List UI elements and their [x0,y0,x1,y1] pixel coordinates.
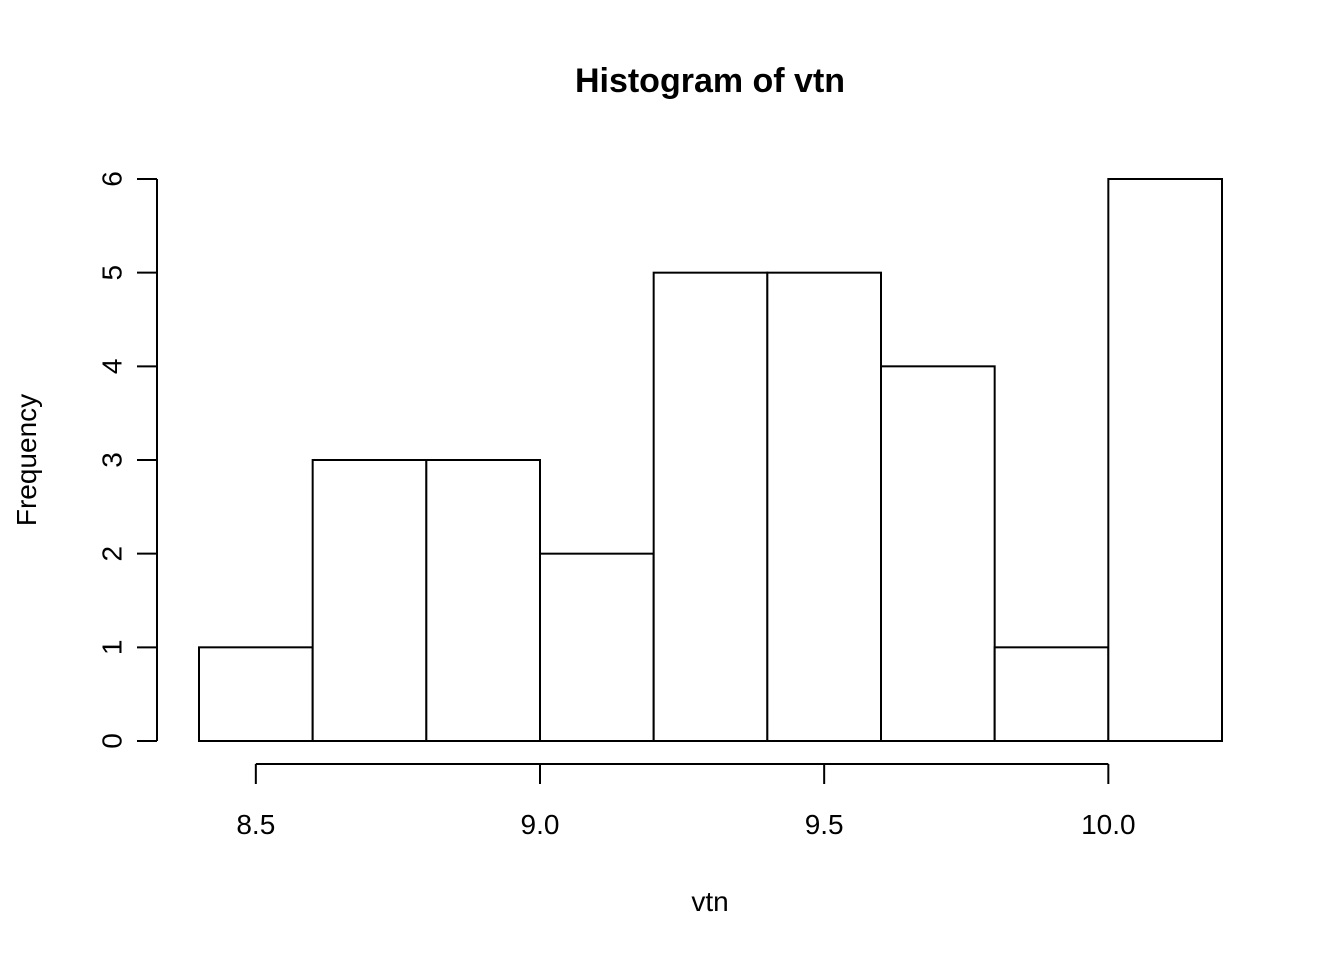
histogram-bar [425,459,542,742]
y-axis: 0 1 2 3 4 5 6 [97,171,158,749]
y-tick-label: 5 [97,265,128,281]
histogram-bar [652,271,769,742]
y-tick-label: 0 [97,733,128,749]
x-tick-label: 9.5 [805,809,844,840]
histogram-bar [539,552,655,743]
x-tick-label: 8.5 [236,809,275,840]
histogram-bar [311,459,428,742]
histogram-bar [1107,178,1224,742]
y-axis-label: Frequency [11,394,42,526]
histogram-bar [198,646,314,742]
histogram-bar [993,646,1110,742]
chart-title: Histogram of vtn [575,62,845,100]
histogram-bar [880,365,996,742]
x-axis: 8.5 9.0 9.5 10.0 [236,763,1136,840]
y-tick-label: 4 [97,359,128,375]
x-tick-label: 9.0 [521,809,560,840]
y-tick-label: 2 [97,546,128,562]
y-tick-label: 3 [97,452,128,468]
y-tick-label: 6 [97,171,128,187]
bars-group [198,178,1224,743]
x-axis-label: vtn [691,886,728,917]
histogram-bar [766,271,882,742]
y-tick-label: 1 [97,640,128,656]
x-tick-label: 10.0 [1081,809,1136,840]
